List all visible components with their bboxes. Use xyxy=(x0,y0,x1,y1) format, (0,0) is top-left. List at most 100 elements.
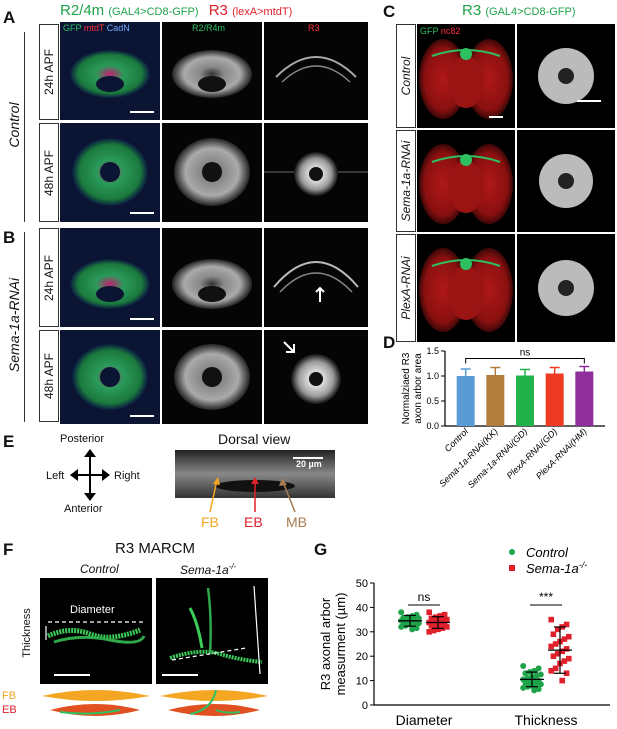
g-point xyxy=(398,609,405,616)
micrograph-grid-c xyxy=(417,24,615,342)
d-bar xyxy=(575,371,594,426)
g-point xyxy=(561,636,568,642)
g-point xyxy=(426,609,432,616)
g-point xyxy=(428,615,435,622)
header-c: R3 (GAL4>CD8-GFP) xyxy=(462,2,576,19)
g-sig-label: ns xyxy=(418,590,431,604)
g-point xyxy=(559,677,565,684)
g-point xyxy=(548,616,554,623)
panel-label-g: G xyxy=(314,540,328,559)
d-ytick-label: 1.5 xyxy=(426,346,439,356)
row-label-sema-24h: 24h APF xyxy=(39,228,59,327)
header-green-sub: (GAL4>CD8-GFP) xyxy=(108,6,199,18)
panel-label-e: E xyxy=(3,432,15,451)
g-point xyxy=(437,613,443,619)
g-point xyxy=(433,622,439,628)
d-sig-bracket xyxy=(465,358,585,364)
g-point xyxy=(535,665,542,672)
d-ylabel: Normalziaed R3axon arbor area xyxy=(401,352,424,424)
g-point xyxy=(398,623,405,630)
compass-anterior: Anterior xyxy=(64,503,103,515)
g-ytick-label: 30 xyxy=(356,627,368,639)
g-point xyxy=(552,641,559,647)
g-point xyxy=(552,665,559,672)
g-point xyxy=(550,631,557,638)
g-ytick-label: 10 xyxy=(356,676,368,688)
d-sig-label: ns xyxy=(520,348,531,359)
g-point xyxy=(430,627,437,634)
g-ylabel: R3 axonal arbormeasurment (µm) xyxy=(318,593,348,696)
g-point xyxy=(561,658,568,664)
thickness-label: Thickness xyxy=(20,608,33,658)
panel-label-b: B xyxy=(3,228,16,247)
g-point xyxy=(437,621,443,628)
g-ytick-label: 50 xyxy=(356,578,368,590)
marcm-schematic xyxy=(42,689,268,716)
row-label-control-24h: 24h APF xyxy=(39,24,59,120)
group-label-sema: Sema-1a-RNAi xyxy=(4,232,25,422)
panel-label-d: D xyxy=(383,333,396,352)
g-point xyxy=(548,668,554,674)
g-sig-label: *** xyxy=(539,590,553,604)
diameter-label: Diameter xyxy=(70,604,115,616)
g-category-label: Diameter xyxy=(396,712,453,728)
compass-left: Left xyxy=(46,470,65,482)
g-ytick-label: 0 xyxy=(362,700,368,712)
header-green-title: R2/4m xyxy=(60,2,105,19)
g-point xyxy=(520,684,527,691)
panel-label-a: A xyxy=(3,8,16,27)
g-legend-label: Control xyxy=(526,545,569,560)
g-point xyxy=(555,650,561,657)
g-point xyxy=(566,633,572,640)
marcm-title: R3 MARCM xyxy=(115,540,196,557)
g-point xyxy=(563,670,570,677)
g-point xyxy=(531,687,538,694)
g-point xyxy=(566,655,572,662)
marcm-control-label: Control xyxy=(80,562,119,576)
compass: Posterior Anterior Left Right xyxy=(40,433,150,518)
row-label-control-48h: 48h APF xyxy=(39,123,59,222)
g-point xyxy=(444,616,450,623)
compass-right: Right xyxy=(114,470,140,482)
group-label-control: Control xyxy=(4,32,25,222)
d-ytick-label: 1.0 xyxy=(426,371,439,381)
g-point xyxy=(439,617,446,623)
compass-arrows-icon xyxy=(70,449,110,501)
g-point xyxy=(520,662,527,669)
micrograph-grid-ab xyxy=(60,22,368,424)
d-ytick-label: 0.5 xyxy=(426,396,439,406)
g-point xyxy=(550,653,557,659)
g-point xyxy=(555,626,561,633)
chart-g: 0 10 20 30 40 50 R3 axonal arbormeasurment (µm… xyxy=(318,545,610,728)
header-ab: R2/4m (GAL4>CD8-GFP) R3 (lexA>mtdT) xyxy=(60,2,380,20)
g-point xyxy=(426,629,432,635)
compass-posterior: Posterior xyxy=(60,433,105,445)
d-category-label: Control xyxy=(442,426,470,454)
g-point xyxy=(548,643,554,650)
g-point xyxy=(441,620,448,627)
col-label-merge: GFP mtdT CadN xyxy=(63,23,130,33)
label-mb: MB xyxy=(286,514,307,530)
c-channel-labels: GFP nc82 xyxy=(420,26,461,36)
d-ytick-label: 0.0 xyxy=(426,421,439,431)
g-category-label: Thickness xyxy=(514,712,577,728)
schematic-fb: FB xyxy=(2,690,17,702)
g-point xyxy=(563,646,570,652)
d-bar xyxy=(456,376,475,426)
g-point xyxy=(444,624,450,630)
label-eb: EB xyxy=(244,514,263,530)
g-ytick-label: 20 xyxy=(356,651,368,663)
g-legend-marker xyxy=(509,565,515,571)
schematic-eb: EB xyxy=(2,704,17,716)
dorsal-view-title: Dorsal view xyxy=(218,431,291,447)
g-point xyxy=(559,648,565,655)
header-red-title: R3 xyxy=(208,2,228,19)
g-point xyxy=(435,626,441,633)
g-point xyxy=(563,621,570,628)
d-bar xyxy=(545,373,564,426)
g-point xyxy=(441,611,448,618)
label-fb: FB xyxy=(201,514,219,530)
g-legend-label: Sema-1a-/- xyxy=(526,560,587,576)
col-label-r2r4m: R2/R4m xyxy=(192,23,226,33)
